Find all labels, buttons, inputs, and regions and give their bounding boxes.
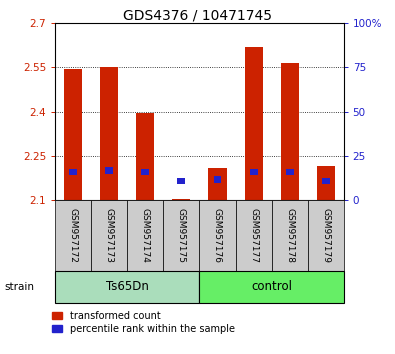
- Bar: [177, 178, 185, 184]
- Text: Ts65Dn: Ts65Dn: [106, 280, 149, 293]
- Bar: [91, 200, 127, 271]
- Bar: [308, 200, 344, 271]
- Bar: [55, 271, 199, 303]
- Bar: [317, 166, 335, 200]
- Bar: [105, 167, 113, 174]
- Bar: [235, 200, 272, 271]
- Bar: [199, 200, 235, 271]
- Text: strain: strain: [4, 282, 34, 292]
- Legend: transformed count, percentile rank within the sample: transformed count, percentile rank withi…: [52, 311, 235, 334]
- Bar: [127, 200, 164, 271]
- Bar: [164, 200, 199, 271]
- Bar: [55, 200, 91, 271]
- Bar: [280, 63, 299, 200]
- Bar: [199, 271, 344, 303]
- Text: GSM957179: GSM957179: [321, 208, 330, 263]
- Text: GDS4376 / 10471745: GDS4376 / 10471745: [123, 9, 272, 23]
- Text: GSM957172: GSM957172: [69, 208, 78, 263]
- Bar: [141, 169, 149, 175]
- Bar: [136, 113, 154, 200]
- Bar: [100, 67, 118, 200]
- Bar: [272, 200, 308, 271]
- Bar: [286, 169, 293, 175]
- Text: GSM957178: GSM957178: [285, 208, 294, 263]
- Text: GSM957177: GSM957177: [249, 208, 258, 263]
- Text: GSM957176: GSM957176: [213, 208, 222, 263]
- Text: control: control: [251, 280, 292, 293]
- Bar: [173, 199, 190, 200]
- Bar: [64, 69, 82, 200]
- Bar: [322, 178, 329, 184]
- Bar: [250, 169, 258, 175]
- Bar: [70, 169, 77, 175]
- Bar: [214, 176, 222, 183]
- Bar: [245, 47, 263, 200]
- Bar: [209, 167, 226, 200]
- Text: GSM957173: GSM957173: [105, 208, 114, 263]
- Text: GSM957175: GSM957175: [177, 208, 186, 263]
- Text: GSM957174: GSM957174: [141, 208, 150, 263]
